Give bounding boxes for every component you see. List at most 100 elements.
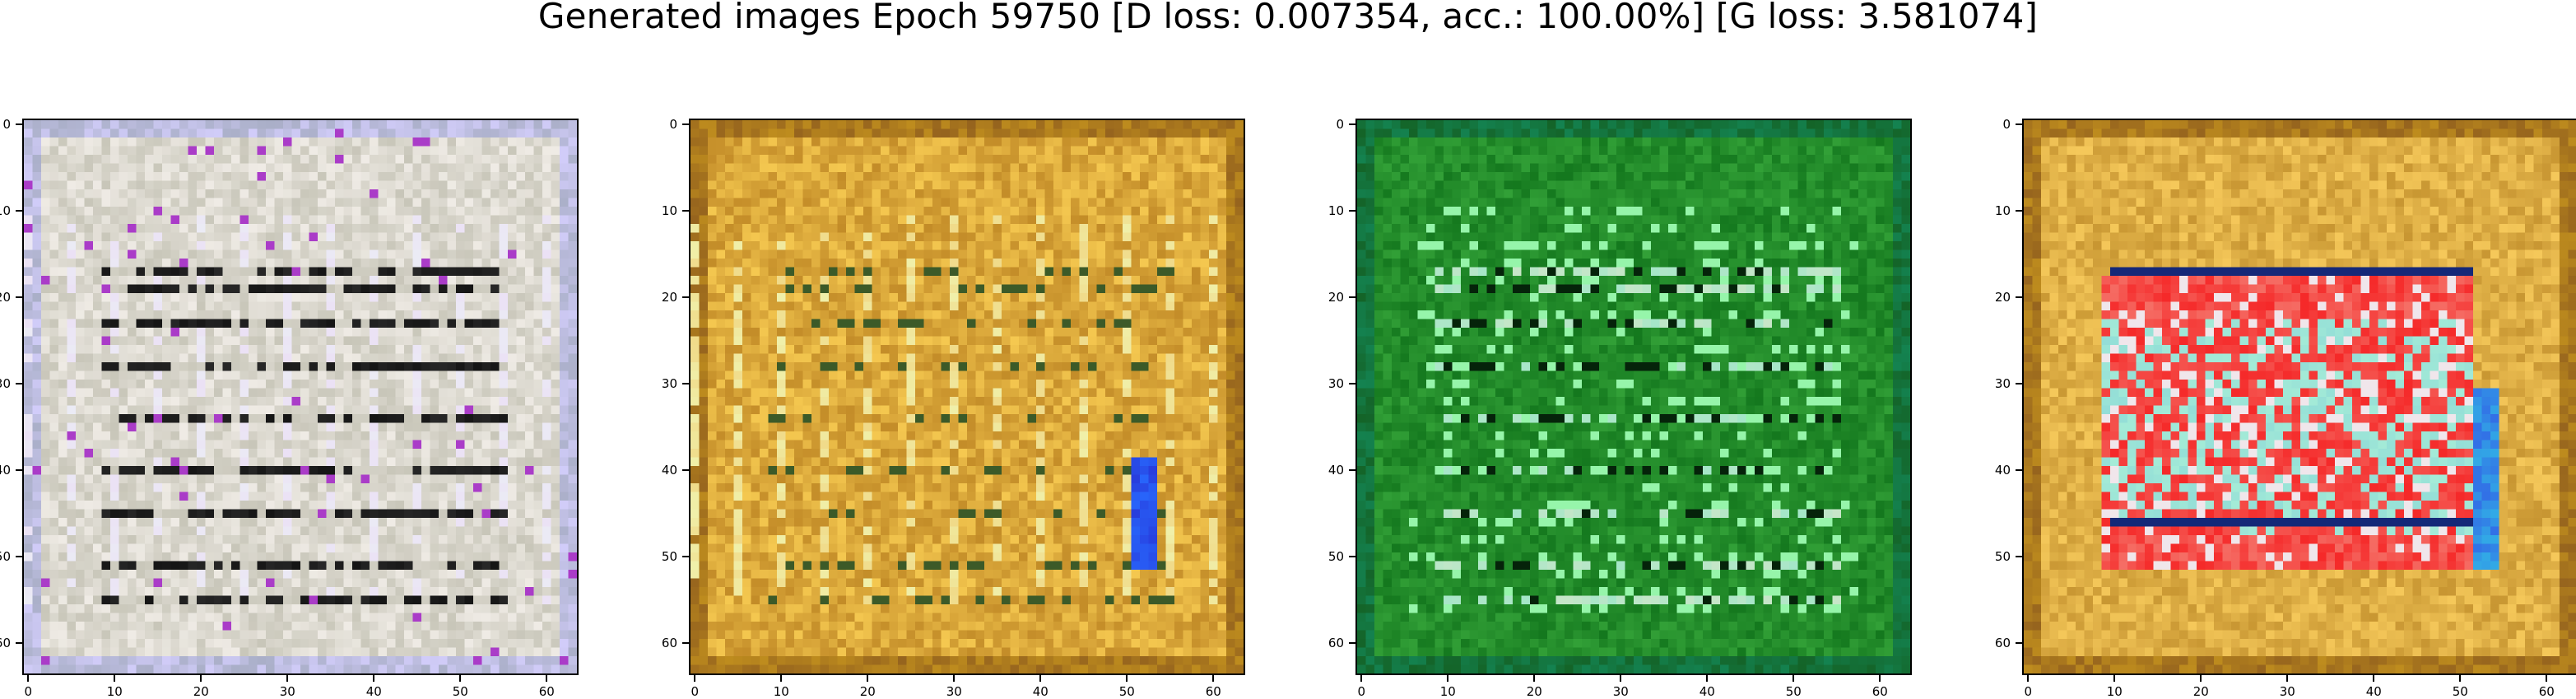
- image-axes: [22, 119, 579, 675]
- y-tick: [682, 383, 689, 385]
- x-tick-label: 40: [1699, 684, 1715, 699]
- y-tick: [682, 469, 689, 472]
- x-tick: [1533, 675, 1536, 682]
- x-tick-label: 20: [193, 684, 209, 699]
- x-tick: [2459, 675, 2462, 682]
- x-tick: [1793, 675, 1795, 682]
- x-tick-label: 20: [859, 684, 876, 699]
- y-tick: [1349, 296, 1355, 299]
- generated-image: [24, 120, 577, 673]
- y-tick: [16, 210, 22, 212]
- x-tick-label: 20: [1526, 684, 1542, 699]
- y-tick: [682, 296, 689, 299]
- y-tick-label: 30: [1994, 376, 2011, 392]
- generated-image: [2024, 120, 2576, 673]
- x-tick-label: 30: [2279, 684, 2295, 699]
- y-tick: [1349, 210, 1355, 212]
- y-tick-label: 40: [661, 463, 677, 478]
- x-tick: [1879, 675, 1881, 682]
- y-tick: [2016, 296, 2022, 299]
- y-tick-label: 0: [669, 117, 677, 133]
- x-tick-label: 0: [690, 684, 700, 699]
- y-tick: [2016, 642, 2022, 645]
- y-tick-label: 60: [1994, 636, 2011, 651]
- x-tick: [2200, 675, 2202, 682]
- x-tick: [1212, 675, 1215, 682]
- y-tick-label: 50: [1328, 549, 1344, 565]
- y-tick-label: 60: [661, 636, 677, 651]
- y-tick: [682, 123, 689, 126]
- generated-image: [690, 120, 1244, 673]
- y-tick-label: 30: [0, 376, 11, 392]
- y-tick: [1349, 556, 1355, 558]
- x-tick: [1620, 675, 1622, 682]
- y-tick: [2016, 469, 2022, 472]
- x-tick: [286, 675, 289, 682]
- y-tick-label: 60: [0, 636, 11, 651]
- figure-title: Generated images Epoch 59750 [D loss: 0.…: [537, 0, 2039, 36]
- y-tick-label: 20: [1994, 290, 2011, 305]
- x-tick: [200, 675, 202, 682]
- y-tick: [682, 642, 689, 645]
- x-tick-label: 0: [24, 684, 33, 699]
- generated-image-panel: 0 10 20 30 40 50 60 0 10 20 30 40 50 60: [662, 118, 1245, 698]
- generated-image-panel: 0 10 20 30 40 50 60 0 10 20 30 40 50 60: [1995, 118, 2576, 698]
- image-axes: [1355, 119, 1912, 675]
- x-tick-label: 50: [452, 684, 468, 699]
- x-tick: [867, 675, 869, 682]
- x-tick-label: 40: [1032, 684, 1049, 699]
- x-tick-label: 40: [2365, 684, 2382, 699]
- x-tick: [373, 675, 375, 682]
- y-tick-label: 20: [0, 290, 11, 305]
- y-tick: [2016, 123, 2022, 126]
- y-tick-label: 50: [661, 549, 677, 565]
- y-tick: [682, 556, 689, 558]
- y-tick-label: 0: [2002, 117, 2011, 133]
- image-axes: [689, 119, 1245, 675]
- x-tick-label: 30: [1612, 684, 1629, 699]
- y-tick-label: 40: [1328, 463, 1344, 478]
- x-tick: [114, 675, 116, 682]
- x-tick-label: 60: [2538, 684, 2555, 699]
- y-tick-label: 20: [1328, 290, 1344, 305]
- y-tick-label: 10: [661, 203, 677, 219]
- y-tick: [16, 556, 22, 558]
- x-tick-label: 40: [365, 684, 382, 699]
- y-tick-label: 30: [1328, 376, 1344, 392]
- x-tick: [2113, 675, 2116, 682]
- x-tick: [2286, 675, 2289, 682]
- y-tick-label: 50: [1994, 549, 2011, 565]
- y-tick: [1349, 642, 1355, 645]
- y-tick: [682, 210, 689, 212]
- y-tick: [16, 296, 22, 299]
- x-tick-label: 30: [946, 684, 962, 699]
- x-tick: [780, 675, 783, 682]
- x-tick: [2546, 675, 2548, 682]
- x-tick: [1126, 675, 1128, 682]
- x-tick-label: 60: [1872, 684, 1888, 699]
- y-tick: [2016, 383, 2022, 385]
- x-tick-label: 10: [2106, 684, 2123, 699]
- x-tick: [546, 675, 548, 682]
- x-tick-label: 50: [1118, 684, 1135, 699]
- x-tick-label: 20: [2192, 684, 2209, 699]
- y-tick-label: 40: [1994, 463, 2011, 478]
- x-tick: [2027, 675, 2030, 682]
- y-tick: [2016, 556, 2022, 558]
- y-tick-label: 20: [661, 290, 677, 305]
- y-tick: [2016, 210, 2022, 212]
- y-tick-label: 30: [661, 376, 677, 392]
- x-tick: [1447, 675, 1449, 682]
- y-tick-label: 10: [0, 203, 11, 219]
- y-tick-label: 50: [0, 549, 11, 565]
- x-tick-label: 0: [1357, 684, 1366, 699]
- y-tick: [16, 469, 22, 472]
- y-tick: [1349, 383, 1355, 385]
- y-tick: [16, 123, 22, 126]
- y-tick: [16, 383, 22, 385]
- x-tick: [1039, 675, 1042, 682]
- x-tick-label: 50: [1785, 684, 1802, 699]
- y-tick-label: 0: [1336, 117, 1344, 133]
- y-tick-label: 10: [1328, 203, 1344, 219]
- x-tick: [1360, 675, 1363, 682]
